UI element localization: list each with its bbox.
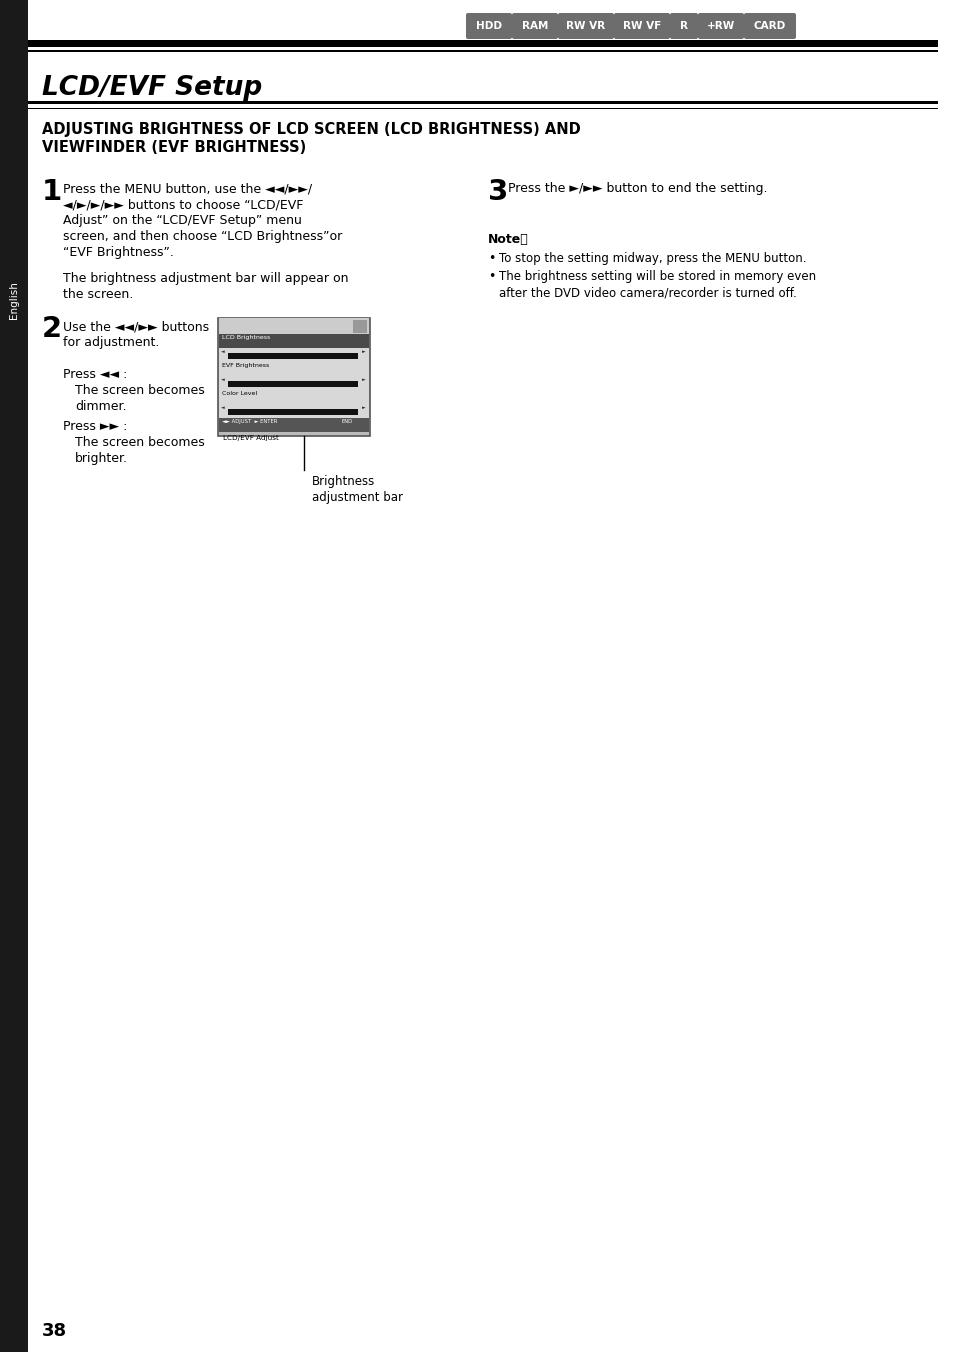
Bar xyxy=(219,347,369,362)
Text: Use the ◄◄/►► buttons: Use the ◄◄/►► buttons xyxy=(63,320,209,333)
Text: ◄: ◄ xyxy=(221,349,225,354)
Bar xyxy=(353,320,367,333)
FancyBboxPatch shape xyxy=(669,14,698,39)
Bar xyxy=(219,418,369,433)
Bar xyxy=(28,101,937,104)
Text: To stop the setting midway, press the MENU button.: To stop the setting midway, press the ME… xyxy=(498,251,805,265)
Text: LCD Brightness: LCD Brightness xyxy=(222,335,270,339)
FancyBboxPatch shape xyxy=(512,14,558,39)
FancyBboxPatch shape xyxy=(614,14,669,39)
Text: 2: 2 xyxy=(42,315,62,343)
Text: Press the MENU button, use the ◄◄/►►/: Press the MENU button, use the ◄◄/►►/ xyxy=(63,183,312,195)
Text: HDD: HDD xyxy=(476,22,501,31)
Text: LCD/EVF Adjust: LCD/EVF Adjust xyxy=(223,435,278,441)
Text: ◄: ◄ xyxy=(221,377,225,383)
Text: for adjustment.: for adjustment. xyxy=(63,337,159,349)
Text: ►: ► xyxy=(361,406,365,410)
Text: Adjust” on the “LCD/EVF Setup” menu: Adjust” on the “LCD/EVF Setup” menu xyxy=(63,214,301,227)
Text: Press the ►/►► button to end the setting.: Press the ►/►► button to end the setting… xyxy=(507,183,767,195)
Text: EVF Brightness: EVF Brightness xyxy=(222,362,269,368)
Text: adjustment bar: adjustment bar xyxy=(312,491,402,504)
Text: ►: ► xyxy=(361,349,365,354)
Text: dimmer.: dimmer. xyxy=(75,400,127,412)
Text: brighter.: brighter. xyxy=(75,452,128,465)
Text: “EVF Brightness”.: “EVF Brightness”. xyxy=(63,246,173,260)
Bar xyxy=(28,41,937,47)
Bar xyxy=(228,410,357,415)
Text: CARD: CARD xyxy=(753,22,785,31)
Text: ►: ► xyxy=(361,377,365,383)
Text: The brightness adjustment bar will appear on: The brightness adjustment bar will appea… xyxy=(63,272,348,285)
Text: 3: 3 xyxy=(488,178,508,206)
Text: +RW: +RW xyxy=(706,22,735,31)
Bar xyxy=(218,318,370,435)
FancyBboxPatch shape xyxy=(558,14,614,39)
Text: END: END xyxy=(341,419,353,425)
Bar xyxy=(219,404,369,418)
Text: RW VR: RW VR xyxy=(566,22,605,31)
Bar xyxy=(219,389,369,404)
Text: after the DVD video camera/recorder is turned off.: after the DVD video camera/recorder is t… xyxy=(498,287,796,299)
Bar xyxy=(28,108,937,110)
Text: VIEWFINDER (EVF BRIGHTNESS): VIEWFINDER (EVF BRIGHTNESS) xyxy=(42,141,306,155)
Text: English: English xyxy=(9,281,19,319)
Text: ◄/►/►/►► buttons to choose “LCD/EVF: ◄/►/►/►► buttons to choose “LCD/EVF xyxy=(63,197,303,211)
Text: Press ►► :: Press ►► : xyxy=(63,420,128,433)
Bar xyxy=(219,318,369,334)
Bar xyxy=(228,381,357,387)
Text: The screen becomes: The screen becomes xyxy=(75,384,205,397)
Text: •: • xyxy=(488,251,495,265)
Bar xyxy=(0,0,28,1352)
Text: ADJUSTING BRIGHTNESS OF LCD SCREEN (LCD BRIGHTNESS) AND: ADJUSTING BRIGHTNESS OF LCD SCREEN (LCD … xyxy=(42,122,580,137)
Bar xyxy=(219,334,369,347)
Text: the screen.: the screen. xyxy=(63,288,133,301)
Bar xyxy=(219,362,369,376)
Text: ◄: ◄ xyxy=(221,406,225,410)
FancyBboxPatch shape xyxy=(743,14,795,39)
Text: RW VF: RW VF xyxy=(622,22,660,31)
Text: LCD/EVF Setup: LCD/EVF Setup xyxy=(42,74,262,101)
Text: The screen becomes: The screen becomes xyxy=(75,435,205,449)
Text: ◄► ADJUST  ► ENTER: ◄► ADJUST ► ENTER xyxy=(222,419,277,425)
Text: RAM: RAM xyxy=(521,22,548,31)
Text: The brightness setting will be stored in memory even: The brightness setting will be stored in… xyxy=(498,270,815,283)
Text: 38: 38 xyxy=(42,1322,67,1340)
Text: •: • xyxy=(488,270,495,283)
Text: Note：: Note： xyxy=(488,233,528,246)
FancyBboxPatch shape xyxy=(698,14,743,39)
Bar xyxy=(28,50,937,51)
Text: Press ◄◄ :: Press ◄◄ : xyxy=(63,368,128,381)
Text: 1: 1 xyxy=(42,178,62,206)
Bar xyxy=(228,353,357,360)
Text: R: R xyxy=(679,22,687,31)
Bar xyxy=(219,376,369,389)
Text: Color Level: Color Level xyxy=(222,391,257,396)
Text: Brightness: Brightness xyxy=(312,475,375,488)
FancyBboxPatch shape xyxy=(465,14,512,39)
Text: screen, and then choose “LCD Brightness”or: screen, and then choose “LCD Brightness”… xyxy=(63,230,342,243)
